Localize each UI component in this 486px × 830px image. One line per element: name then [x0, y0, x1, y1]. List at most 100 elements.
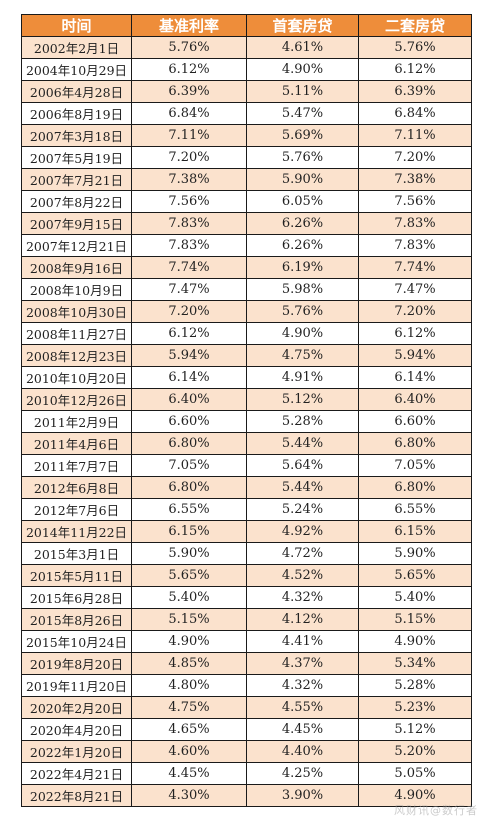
cell-first-home-loan: 6.05% [246, 190, 359, 213]
cell-first-home-loan: 3.90% [246, 784, 359, 807]
cell-base-rate: 7.11% [131, 124, 247, 147]
cell-date: 2011年2月9日 [21, 410, 132, 433]
table-row: 2002年2月1日 5.76% 4.61% 5.76% [21, 36, 472, 59]
cell-first-home-loan: 5.90% [246, 168, 359, 191]
cell-date: 2008年11月27日 [21, 322, 132, 345]
cell-base-rate: 6.12% [131, 58, 247, 81]
cell-second-home-loan: 4.90% [358, 784, 472, 807]
table-row: 2012年6月8日 6.80% 5.44% 6.80% [21, 476, 472, 499]
table-header-row: 时间 基准利率 首套房贷 二套房贷 [21, 14, 472, 37]
cell-date: 2011年7月7日 [21, 454, 132, 477]
cell-date: 2008年12月23日 [21, 344, 132, 367]
table-row: 2020年2月20日 4.75% 4.55% 5.23% [21, 696, 472, 719]
cell-first-home-loan: 5.76% [246, 300, 359, 323]
cell-second-home-loan: 6.55% [358, 498, 472, 521]
cell-date: 2004年10月29日 [21, 58, 132, 81]
cell-base-rate: 4.65% [131, 718, 247, 741]
cell-base-rate: 7.20% [131, 300, 247, 323]
cell-first-home-loan: 6.19% [246, 256, 359, 279]
table-row: 2006年8月19日 6.84% 5.47% 6.84% [21, 102, 472, 125]
cell-first-home-loan: 5.12% [246, 388, 359, 411]
cell-date: 2008年10月30日 [21, 300, 132, 323]
table-row: 2007年8月22日 7.56% 6.05% 7.56% [21, 190, 472, 213]
cell-first-home-loan: 5.98% [246, 278, 359, 301]
cell-date: 2002年2月1日 [21, 36, 132, 59]
cell-second-home-loan: 6.39% [358, 80, 472, 103]
cell-first-home-loan: 4.90% [246, 322, 359, 345]
table-row: 2012年7月6日 6.55% 5.24% 6.55% [21, 498, 472, 521]
cell-second-home-loan: 7.83% [358, 234, 472, 257]
cell-second-home-loan: 6.15% [358, 520, 472, 543]
table-row: 2008年10月9日 7.47% 5.98% 7.47% [21, 278, 472, 301]
cell-date: 2008年9月16日 [21, 256, 132, 279]
cell-first-home-loan: 4.37% [246, 652, 359, 675]
watermark-text: 风财讯@数行者 [394, 804, 478, 817]
cell-base-rate: 6.80% [131, 432, 247, 455]
header-second-home-loan: 二套房贷 [358, 14, 472, 37]
cell-base-rate: 7.05% [131, 454, 247, 477]
cell-second-home-loan: 6.60% [358, 410, 472, 433]
cell-base-rate: 6.80% [131, 476, 247, 499]
cell-date: 2010年10月20日 [21, 366, 132, 389]
table-row: 2007年12月21日 7.83% 6.26% 7.83% [21, 234, 472, 257]
cell-base-rate: 4.30% [131, 784, 247, 807]
cell-first-home-loan: 5.44% [246, 476, 359, 499]
cell-date: 2007年9月15日 [21, 212, 132, 235]
cell-date: 2010年12月26日 [21, 388, 132, 411]
table-row: 2015年5月11日 5.65% 4.52% 5.65% [21, 564, 472, 587]
cell-first-home-loan: 4.45% [246, 718, 359, 741]
cell-first-home-loan: 5.24% [246, 498, 359, 521]
table-row: 2011年2月9日 6.60% 5.28% 6.60% [21, 410, 472, 433]
cell-first-home-loan: 4.61% [246, 36, 359, 59]
cell-date: 2007年7月21日 [21, 168, 132, 191]
cell-date: 2015年10月24日 [21, 630, 132, 653]
cell-base-rate: 7.83% [131, 212, 247, 235]
cell-date: 2006年8月19日 [21, 102, 132, 125]
table-row: 2015年3月1日 5.90% 4.72% 5.90% [21, 542, 472, 565]
cell-base-rate: 7.20% [131, 146, 247, 169]
table-row: 2006年4月28日 6.39% 5.11% 6.39% [21, 80, 472, 103]
cell-second-home-loan: 5.23% [358, 696, 472, 719]
cell-second-home-loan: 7.38% [358, 168, 472, 191]
table-row: 2004年10月29日 6.12% 4.90% 6.12% [21, 58, 472, 81]
header-date: 时间 [21, 14, 132, 37]
table-row: 2007年5月19日 7.20% 5.76% 7.20% [21, 146, 472, 169]
table-row: 2015年8月26日 5.15% 4.12% 5.15% [21, 608, 472, 631]
table-row: 2010年12月26日 6.40% 5.12% 6.40% [21, 388, 472, 411]
cell-date: 2015年3月1日 [21, 542, 132, 565]
cell-second-home-loan: 6.12% [358, 322, 472, 345]
mortgage-rate-table: 时间 基准利率 首套房贷 二套房贷 2002年2月1日 5.76% 4.61% 5.7… [21, 14, 472, 807]
table-body: 2002年2月1日 5.76% 4.61% 5.76% 2004年10月29日 6.12%… [21, 36, 472, 807]
cell-base-rate: 6.60% [131, 410, 247, 433]
cell-first-home-loan: 5.11% [246, 80, 359, 103]
cell-base-rate: 7.83% [131, 234, 247, 257]
cell-date: 2011年4月6日 [21, 432, 132, 455]
cell-first-home-loan: 4.55% [246, 696, 359, 719]
table-row: 2015年6月28日 5.40% 4.32% 5.40% [21, 586, 472, 609]
cell-base-rate: 6.55% [131, 498, 247, 521]
cell-base-rate: 7.38% [131, 168, 247, 191]
cell-date: 2007年12月21日 [21, 234, 132, 257]
cell-second-home-loan: 7.05% [358, 454, 472, 477]
cell-first-home-loan: 4.32% [246, 674, 359, 697]
table-row: 2022年1月20日 4.60% 4.40% 5.20% [21, 740, 472, 763]
cell-base-rate: 7.56% [131, 190, 247, 213]
cell-base-rate: 6.12% [131, 322, 247, 345]
cell-base-rate: 4.75% [131, 696, 247, 719]
table-row: 2022年4月21日 4.45% 4.25% 5.05% [21, 762, 472, 785]
table-row: 2008年12月23日 5.94% 4.75% 5.94% [21, 344, 472, 367]
cell-date: 2020年4月20日 [21, 718, 132, 741]
cell-first-home-loan: 4.25% [246, 762, 359, 785]
table-row: 2022年8月21日 4.30% 3.90% 4.90% [21, 784, 472, 807]
cell-date: 2015年5月11日 [21, 564, 132, 587]
cell-base-rate: 4.85% [131, 652, 247, 675]
cell-first-home-loan: 4.12% [246, 608, 359, 631]
cell-second-home-loan: 5.28% [358, 674, 472, 697]
cell-second-home-loan: 5.76% [358, 36, 472, 59]
cell-second-home-loan: 6.84% [358, 102, 472, 125]
cell-base-rate: 5.94% [131, 344, 247, 367]
cell-second-home-loan: 5.65% [358, 564, 472, 587]
table-row: 2019年11月20日 4.80% 4.32% 5.28% [21, 674, 472, 697]
cell-date: 2014年11月22日 [21, 520, 132, 543]
cell-second-home-loan: 6.80% [358, 476, 472, 499]
